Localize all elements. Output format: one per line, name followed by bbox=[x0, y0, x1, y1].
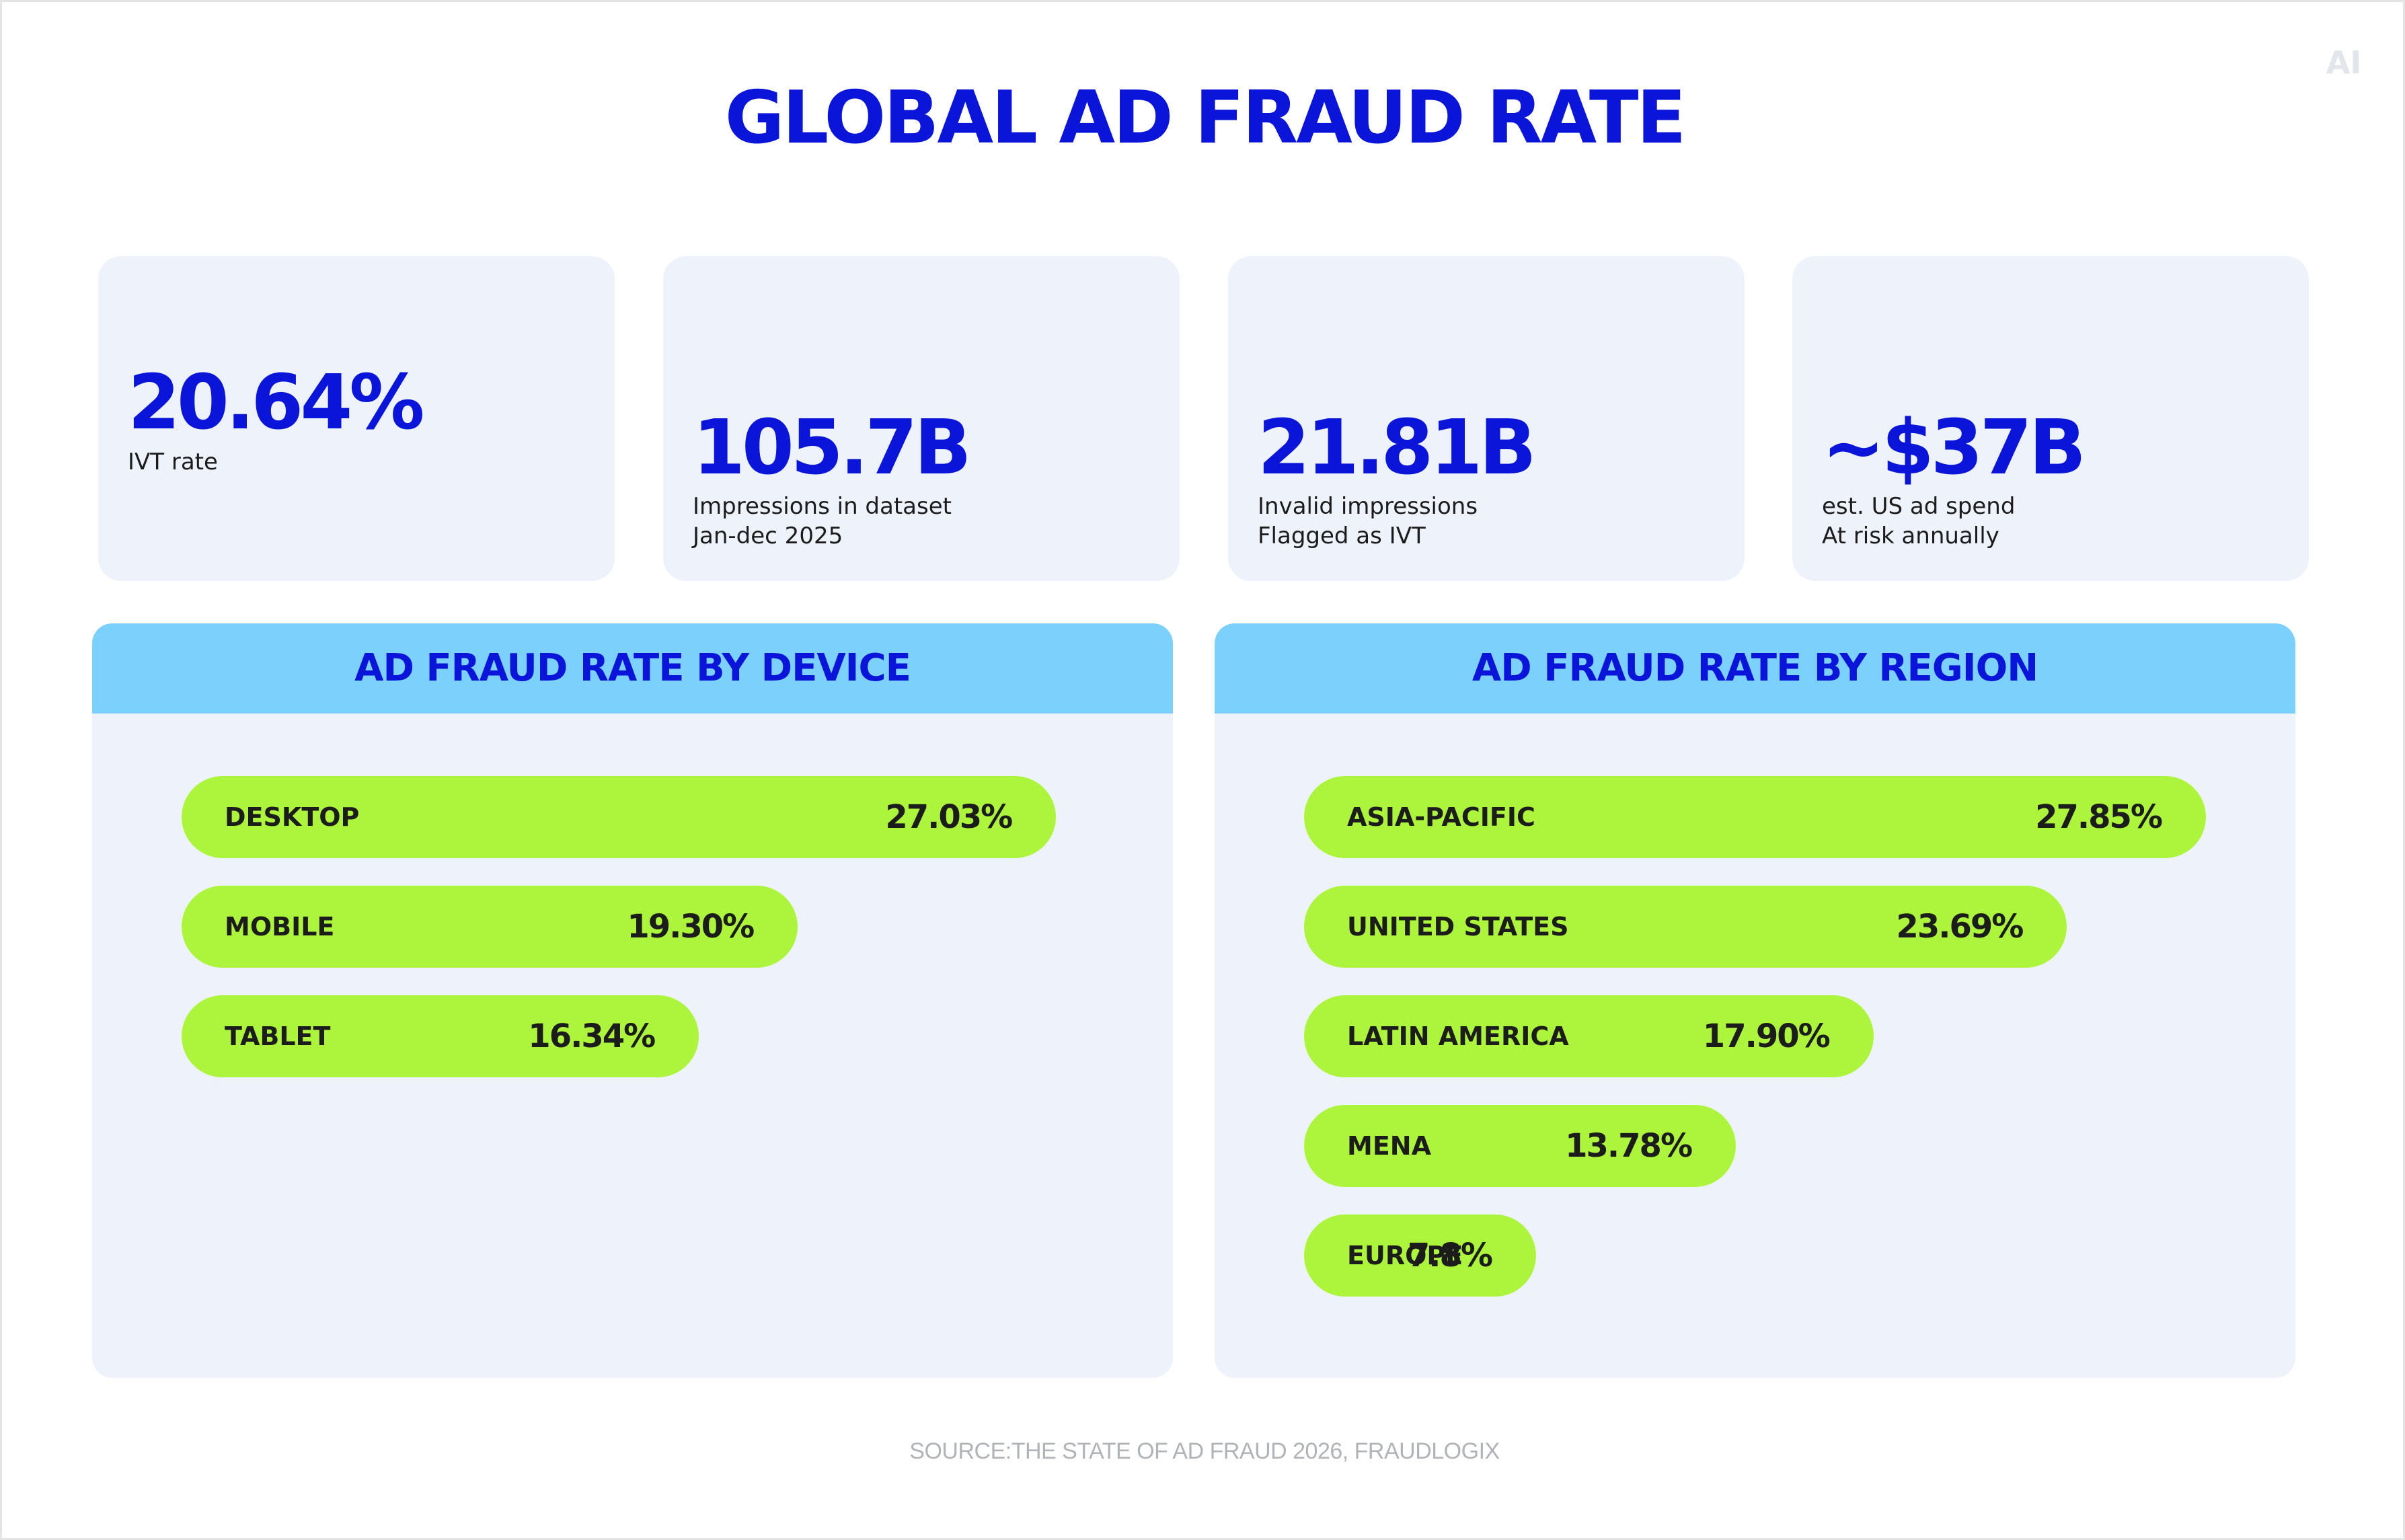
kpi-card-invalid-impressions: 21.81B Invalid impressions Flagged as IV… bbox=[1228, 256, 1745, 581]
brand-logo: AI bbox=[2326, 44, 2362, 81]
bar-category-label: ASIA-PACIFIC bbox=[1347, 802, 1535, 832]
bar-value-label: 23.69% bbox=[1896, 908, 2024, 946]
source-note: SOURCE:THE STATE OF AD FRAUD 2026, FRAUD… bbox=[909, 1438, 1500, 1464]
region-bar-mena: MENA 13.78% bbox=[1304, 1105, 1736, 1187]
region-bar-europe: EUROPE 7.8% bbox=[1304, 1215, 1536, 1297]
bar-category-label: MOBILE bbox=[225, 912, 335, 941]
bar-value-label: 7.8% bbox=[1407, 1237, 1493, 1274]
kpi-value: 21.81B bbox=[1258, 404, 1537, 492]
bar-value-label: 27.03% bbox=[885, 798, 1013, 836]
bar-value-label: 17.90% bbox=[1702, 1017, 1831, 1055]
page-title: GLOBAL AD FRAUD RATE bbox=[724, 76, 1687, 160]
region-chart-panel: AD FRAUD RATE BY REGION ASIA-PACIFIC 27.8… bbox=[1215, 623, 2295, 1378]
region-bars: ASIA-PACIFIC 27.85% UNITED STATES 23.69% LAT… bbox=[1215, 623, 2295, 1378]
bar-category-label: UNITED STATES bbox=[1347, 912, 1569, 941]
device-bar-mobile: MOBILE 19.30% bbox=[182, 886, 798, 968]
kpi-value: ~$37B bbox=[1822, 404, 2086, 492]
kpi-card-impressions: 105.7B Impressions in dataset Jan-dec 20… bbox=[663, 256, 1180, 581]
kpi-label: IVT rate bbox=[128, 449, 218, 475]
bar-value-label: 19.30% bbox=[627, 908, 755, 946]
kpi-label: est. US ad spend bbox=[1822, 493, 2016, 520]
region-chart-header bbox=[1215, 623, 2295, 714]
kpi-label-secondary: Jan-dec 2025 bbox=[693, 523, 843, 549]
kpi-label: Impressions in dataset bbox=[693, 493, 952, 520]
region-chart-title: AD FRAUD RATE BY REGION bbox=[1472, 646, 2038, 690]
bar-category-label: LATIN AMERICA bbox=[1347, 1022, 1569, 1051]
kpi-label-secondary: Flagged as IVT bbox=[1258, 523, 1426, 549]
bar-value-label: 16.34% bbox=[528, 1017, 656, 1055]
region-bar-latin-america: LATIN AMERICA 17.90% bbox=[1304, 995, 1874, 1077]
bar-category-label: MENA bbox=[1347, 1131, 1431, 1161]
kpi-label: Invalid impressions bbox=[1258, 493, 1478, 520]
device-bar-desktop: DESKTOP 27.03% bbox=[182, 776, 1057, 858]
bar-category-label: DESKTOP bbox=[225, 802, 360, 832]
kpi-value: 105.7B bbox=[693, 404, 972, 492]
kpi-card-ad-spend-at-risk: ~$37B est. US ad spend At risk annually bbox=[1792, 256, 2309, 581]
device-chart-panel: AD FRAUD RATE BY DEVICE DESKTOP 27.03% MOB… bbox=[92, 623, 1173, 1378]
kpi-value: 20.64% bbox=[128, 359, 424, 447]
kpi-card-ivt-rate: 20.64% IVT rate bbox=[98, 256, 615, 581]
device-bar-tablet: TABLET 16.34% bbox=[182, 995, 699, 1077]
device-chart-header bbox=[92, 623, 1173, 714]
region-bar-asia-pacific: ASIA-PACIFIC 27.85% bbox=[1304, 776, 2206, 858]
device-bars: DESKTOP 27.03% MOBILE 19.30% TABLET 16.34% bbox=[92, 623, 1173, 1378]
bar-value-label: 27.85% bbox=[2035, 798, 2163, 836]
bar-category-label: TABLET bbox=[225, 1022, 331, 1051]
region-bar-united-states: UNITED STATES 23.69% bbox=[1304, 886, 2067, 968]
device-chart-title: AD FRAUD RATE BY DEVICE bbox=[354, 646, 911, 690]
bar-value-label: 13.78% bbox=[1565, 1127, 1693, 1165]
bar-category-label: EUROPE bbox=[1347, 1241, 1463, 1270]
kpi-label-secondary: At risk annually bbox=[1822, 523, 1999, 549]
